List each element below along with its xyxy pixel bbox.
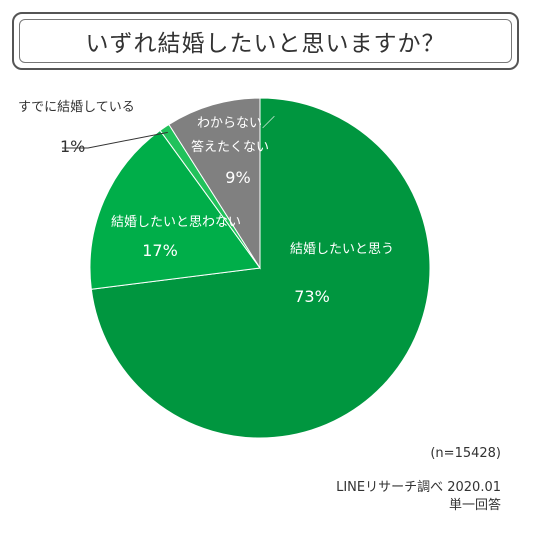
slice-label-already-married: すでに結婚している [18,100,135,115]
slice-value-unsure: 9% [225,168,250,187]
answer-type-note: 単一回答 [448,498,501,513]
chart-title: いずれ結婚したいと思いますか？ [85,31,446,57]
slice-value-already-married: 1% [60,137,85,156]
source-note: LINEリサーチ調べ 2020.01 [336,480,501,495]
slice-label-unsure: わからない／ [197,116,275,131]
chart-title-box: いずれ結婚したいと思いますか？ [12,12,519,70]
pie-slice-want-to-marry [90,97,431,439]
slice-value-want-to-marry: 73% [294,287,330,306]
pie-slice-not-want-to-marry [89,129,261,290]
pie-slice-unsure [168,97,261,270]
slice-value-not-want-to-marry: 17% [142,241,178,260]
leader-line-already-married [62,131,168,149]
slice-label-not-want-to-marry: 結婚したいと思わない [111,215,241,230]
sample-size: (n=15428) [430,446,501,461]
slice-label-want-to-marry: 結婚したいと思う [290,242,394,257]
slice-label-unsure-line2: 答えたくない [191,139,269,155]
